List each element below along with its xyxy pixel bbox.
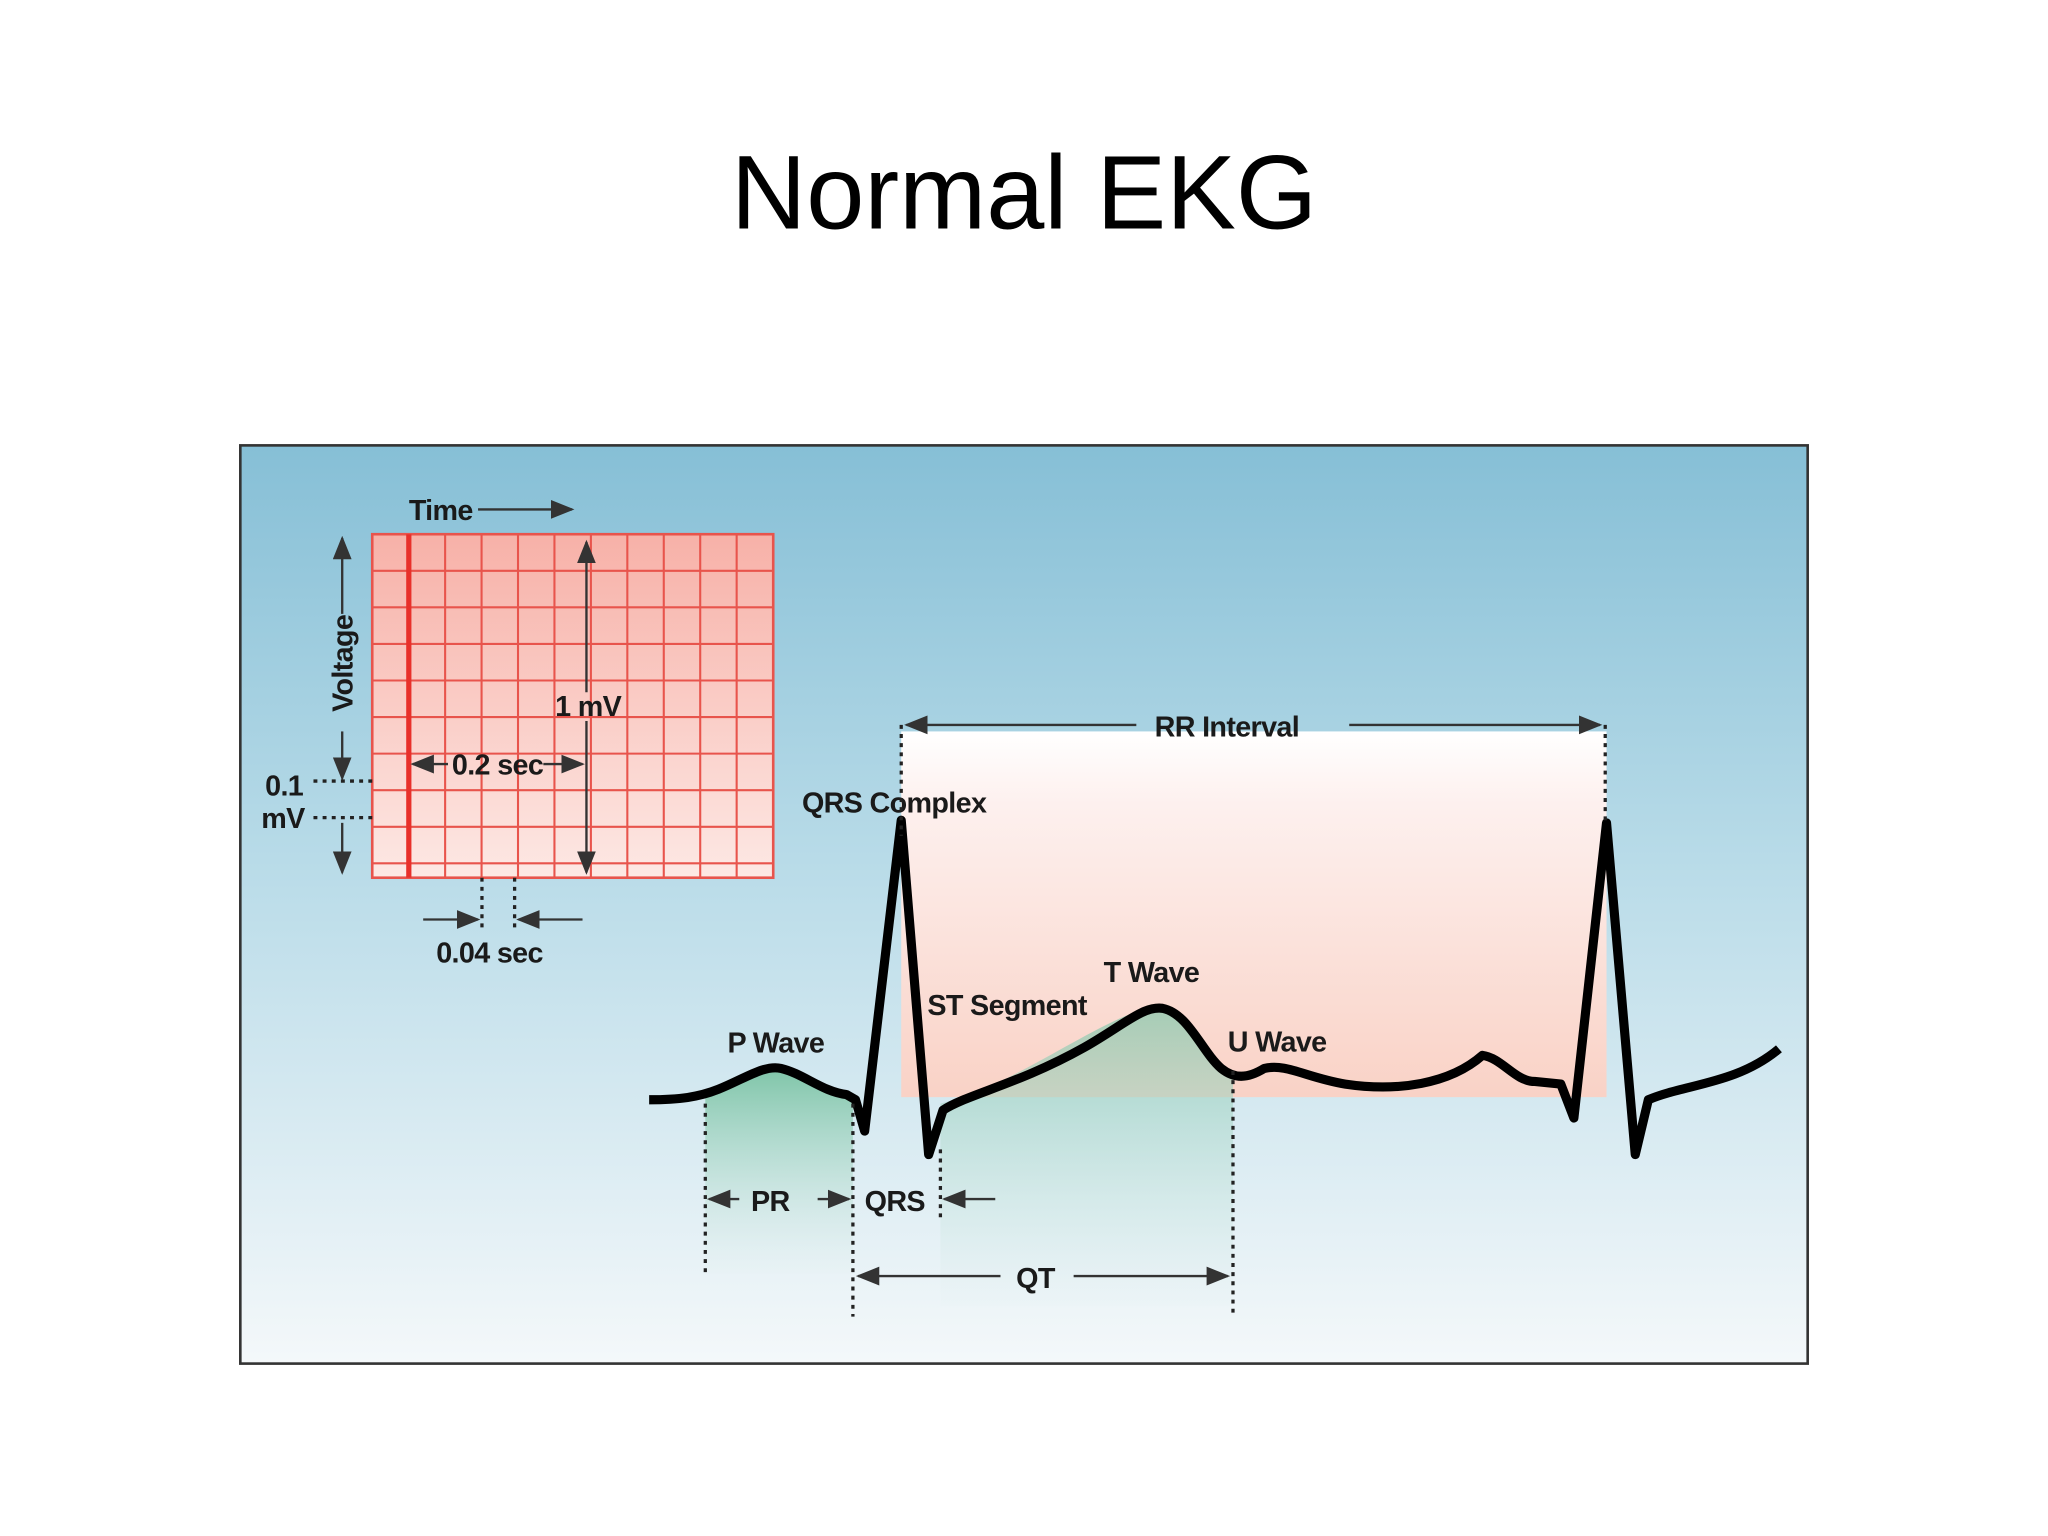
small-voltage-value: 0.1: [265, 770, 304, 802]
rr-shading: [901, 731, 1607, 1098]
qrs-label: QRS: [865, 1186, 926, 1218]
t-wave-label: T Wave: [1104, 957, 1200, 989]
small-time-label: 0.04 sec: [436, 938, 543, 970]
ekg-grid: [370, 532, 775, 880]
qrs-complex-label: QRS Complex: [802, 787, 987, 819]
slide-title: Normal EKG: [731, 135, 1317, 252]
duration-label: 0.2 sec: [452, 750, 544, 782]
ekg-trace: [649, 815, 1782, 1160]
pr-shading: [705, 1067, 853, 1274]
qt-label: QT: [1016, 1263, 1056, 1295]
p-wave-label: P Wave: [728, 1028, 825, 1060]
pr-label: PR: [751, 1186, 791, 1218]
time-label: Time: [409, 495, 473, 527]
amplitude-label: 1 mV: [555, 691, 622, 723]
grid-paper: [370, 532, 775, 880]
rr-label: RR Interval: [1155, 712, 1299, 744]
voltage-label: Voltage: [328, 615, 360, 712]
st-segment-label: ST Segment: [927, 990, 1088, 1022]
small-voltage-unit: mV: [261, 803, 305, 835]
u-wave-label: U Wave: [1228, 1026, 1327, 1058]
